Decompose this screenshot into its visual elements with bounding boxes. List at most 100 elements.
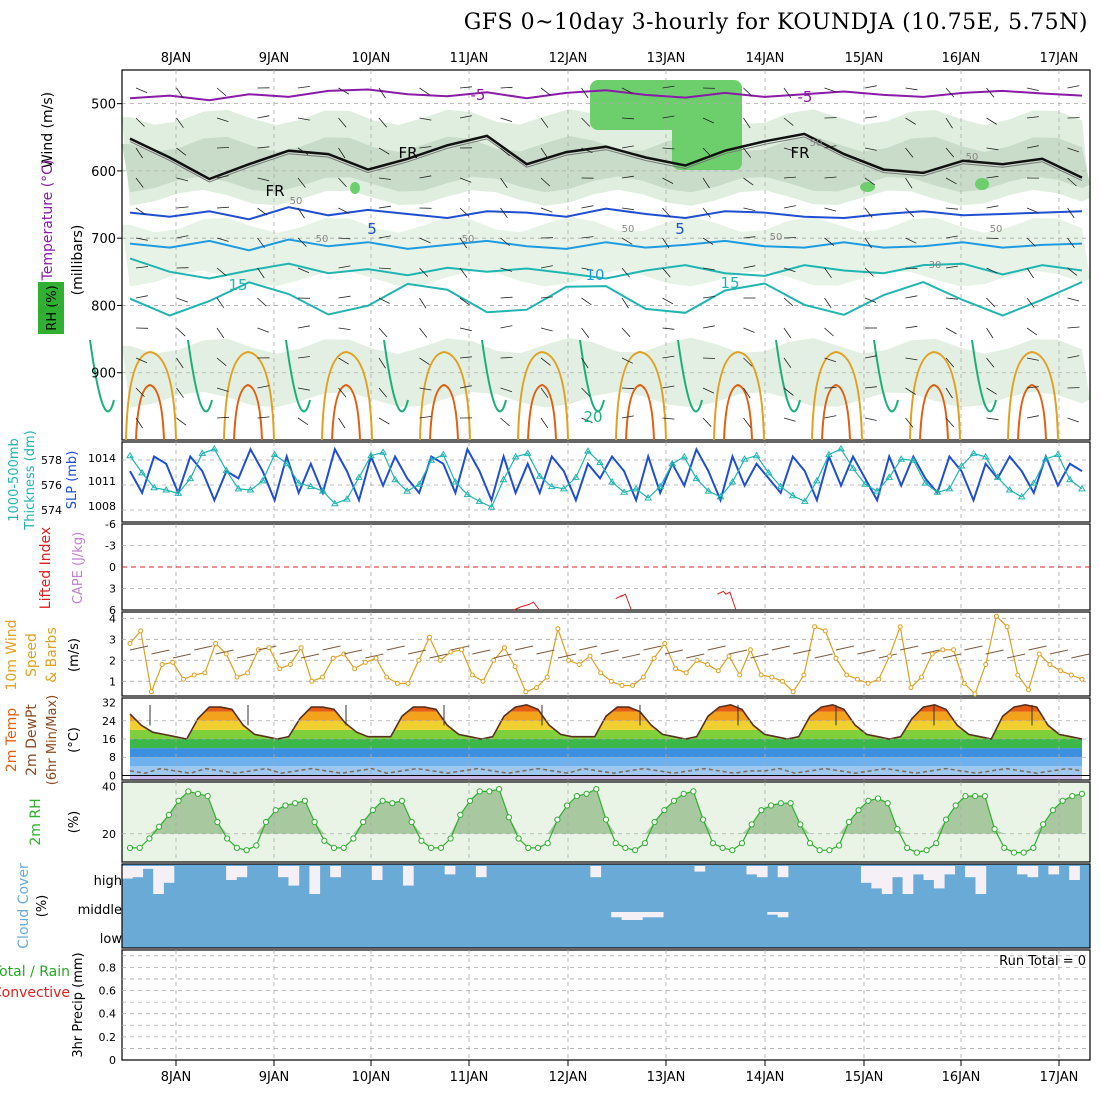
wind-barb: [621, 237, 633, 245]
wind-barb: [986, 117, 997, 125]
surface-wind-barb: [643, 645, 662, 651]
top-date-label: 14JAN: [746, 51, 785, 66]
cloud-high-bar: [746, 866, 758, 875]
cloud-high-bar: [777, 866, 789, 878]
rh-point: [428, 844, 435, 852]
wind-barb: [459, 267, 468, 278]
top-date-label: 9JAN: [259, 51, 290, 66]
wind-barb: [378, 357, 386, 369]
wind-barb: [297, 387, 310, 391]
wind-barb: [581, 387, 591, 397]
isotherm-25-dome: [615, 350, 667, 441]
isotherm-10: [129, 238, 1083, 252]
rh-contour-label: 50: [290, 196, 303, 207]
wind-axis-label-2: Speed: [24, 633, 40, 677]
chart-title: GFS 0~10day 3-hourly for KOUNDJA (10.75E…: [463, 10, 1088, 35]
wind-barb: [419, 175, 432, 179]
wind-barb: [338, 147, 346, 159]
surface-wind-barb: [921, 649, 940, 655]
rh-point: [1040, 821, 1047, 828]
rh-point: [612, 840, 619, 847]
wind-barb: [338, 327, 351, 330]
wind-speed-point: [865, 680, 871, 686]
surface-wind-barb: [236, 653, 256, 659]
cloud-middle-bar: [767, 912, 778, 915]
wind-barb: [459, 297, 470, 306]
wind-barb: [297, 207, 305, 219]
wind-speed-point: [170, 659, 176, 665]
rh-point: [505, 814, 512, 821]
bottom-date-label: 14JAN: [746, 1070, 785, 1085]
cloud-high-bar: [132, 866, 144, 878]
slp-tick-label: 1011: [88, 475, 116, 488]
cloud-middle-bar: [632, 912, 643, 920]
rh-point: [534, 844, 542, 852]
rh-point: [1069, 793, 1076, 800]
wind-barb: [945, 297, 958, 300]
rh-point: [233, 844, 240, 852]
wind-speed-point: [1015, 672, 1021, 678]
wind-speed-point: [245, 670, 251, 676]
cloud-high-bar: [892, 866, 903, 878]
cloud-axis-unit: (%): [35, 895, 50, 918]
surface-wind-barb: [514, 645, 534, 651]
thickness-point: [873, 487, 882, 494]
rh-point: [933, 840, 940, 847]
top-date-label: 12JAN: [549, 51, 588, 66]
wind-barb: [176, 327, 186, 337]
rh-point: [330, 844, 338, 852]
wind-barb: [135, 357, 148, 364]
cloud-high-bar: [288, 866, 300, 886]
wind-barb: [1026, 357, 1039, 361]
precip-tick-label: 0.2: [99, 1031, 117, 1044]
wind-barb: [986, 417, 999, 421]
rh-point: [758, 807, 765, 814]
wind-frame: [121, 611, 1091, 697]
wind-barb: [378, 417, 390, 425]
rh-point: [253, 842, 260, 849]
rh-point: [593, 786, 600, 793]
wind-barb: [1026, 207, 1039, 213]
surface-wind-barb: [1049, 649, 1069, 655]
bottom-date-label: 15JAN: [845, 1070, 884, 1085]
surface-wind-barb: [900, 645, 919, 651]
wind-speed-point: [812, 624, 818, 630]
thickness-point: [126, 451, 134, 459]
rh-contour-label: 50: [990, 224, 1003, 235]
thickness-point: [861, 480, 869, 487]
wind-barb: [986, 297, 995, 308]
thickness-point: [740, 455, 749, 462]
wind-speed-point: [427, 634, 432, 640]
li-tick-label: 6: [109, 604, 116, 617]
wind-barb: [945, 147, 955, 158]
wind-barb: [297, 237, 307, 247]
bottom-date-label: 17JAN: [1040, 1070, 1079, 1085]
rh-point: [748, 821, 755, 828]
lifted-index-line: [615, 593, 632, 611]
wind-barb: [257, 385, 270, 389]
surface-wind-barb: [942, 653, 962, 659]
thickness-tick-label: 576: [41, 479, 62, 492]
top-date-label: 13JAN: [647, 51, 686, 66]
thickness-point: [246, 486, 255, 493]
wind-barb: [743, 87, 753, 97]
thickness-point: [849, 464, 857, 471]
wind-barb: [702, 387, 715, 394]
rh-tick-label: 40: [102, 781, 116, 794]
wind-barb: [500, 267, 513, 272]
wind-barb: [135, 387, 145, 397]
rh-point: [913, 849, 921, 856]
wind-speed-point: [544, 674, 550, 680]
rh-point: [1001, 844, 1008, 852]
wind-speed-point: [780, 678, 785, 684]
rh-point: [175, 797, 182, 804]
wind-barb: [1067, 297, 1080, 302]
bottom-date-label: 11JAN: [450, 1070, 489, 1085]
thickness-point: [523, 449, 532, 456]
wind-barb: [662, 177, 674, 184]
li-tick-label: 3: [109, 583, 116, 596]
bottom-date-label: 13JAN: [647, 1070, 686, 1085]
wind-barb: [540, 387, 549, 398]
wind-speed-point: [1004, 624, 1010, 630]
slp-axis-label: SLP (mb): [65, 451, 80, 510]
